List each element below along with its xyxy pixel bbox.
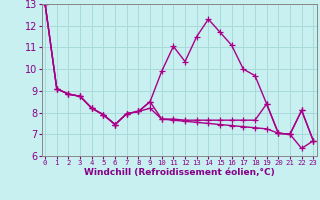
X-axis label: Windchill (Refroidissement éolien,°C): Windchill (Refroidissement éolien,°C) [84,168,275,177]
